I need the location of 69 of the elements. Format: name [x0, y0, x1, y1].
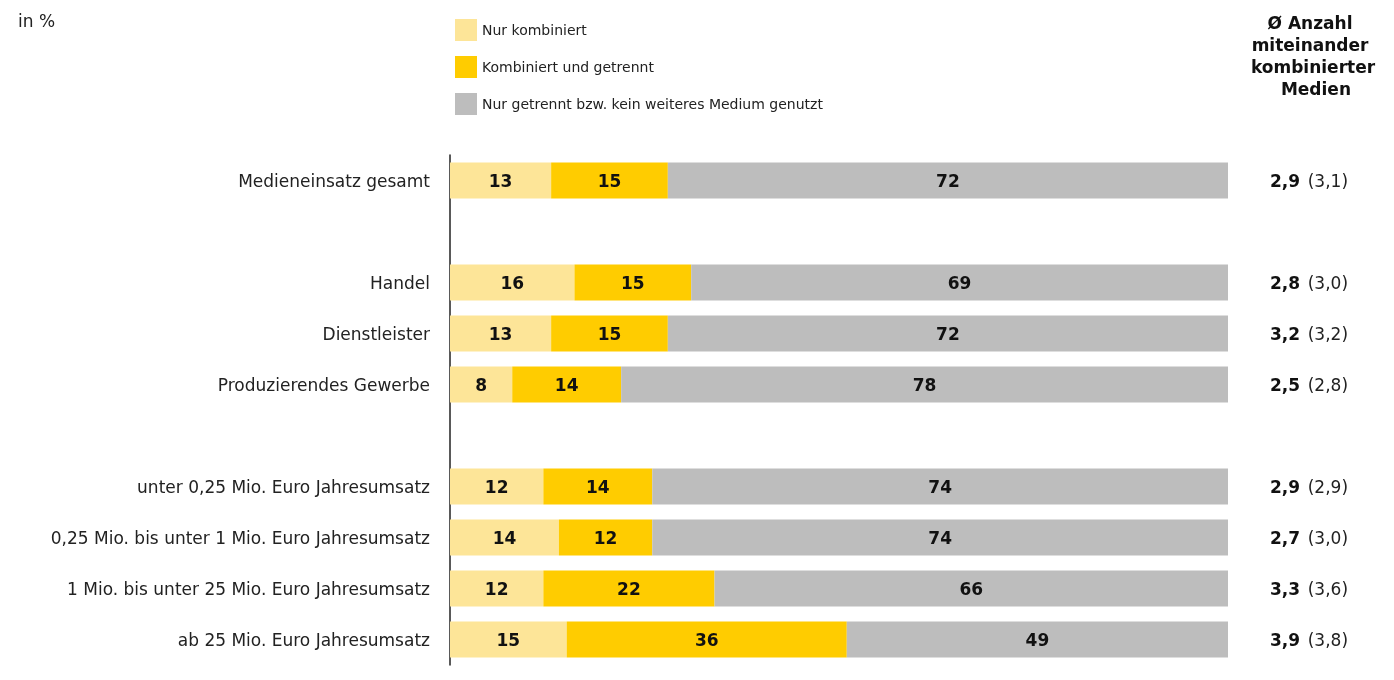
data-label: 15	[496, 629, 521, 650]
bar	[543, 570, 715, 607]
data-label: 69	[947, 272, 972, 293]
bar	[558, 519, 653, 556]
data-label: 15	[620, 272, 645, 293]
bar	[691, 264, 1228, 301]
bar	[846, 621, 1228, 658]
bar	[551, 162, 668, 199]
bar	[450, 264, 575, 301]
y-tick-label: Medieneinsatz gesamt	[238, 170, 431, 191]
bar	[714, 570, 1228, 607]
bar	[652, 519, 1228, 556]
data-label: 14	[554, 374, 579, 395]
bar	[543, 468, 653, 505]
data-label: 15	[597, 170, 622, 191]
text: in %	[18, 10, 56, 31]
text: 3,9 (3,8)	[1270, 629, 1349, 650]
y-tick-label: 0,25 Mio. bis unter 1 Mio. Euro Jahresumsatz	[50, 527, 431, 548]
data-label: 72	[936, 323, 960, 344]
data-label: 22	[617, 578, 641, 599]
legend-label: Nur kombiniert	[482, 22, 588, 38]
data-label: 74	[928, 527, 953, 548]
data-label: 14	[585, 476, 610, 497]
text: 3,3 (3,6)	[1270, 578, 1349, 599]
bar	[566, 621, 847, 658]
data-label: 16	[500, 272, 525, 293]
y-tick-label: ab 25 Mio. Euro Jahresumsatz	[177, 629, 431, 650]
y-tick-label: 1 Mio. bis unter 25 Mio. Euro Jahresumsatz	[67, 578, 431, 599]
text: 2,7 (3,0)	[1270, 527, 1349, 548]
legend-label: Nur getrennt bzw. kein weiteres Medium genutzt	[482, 96, 824, 112]
bar	[450, 621, 567, 658]
data-label: 15	[597, 323, 622, 344]
data-label: 36	[694, 629, 719, 650]
bar	[621, 366, 1228, 403]
text: 3,2 (3,2)	[1270, 323, 1349, 344]
y-tick-label: unter 0,25 Mio. Euro Jahresumsatz	[137, 476, 431, 497]
data-label: 12	[484, 578, 509, 599]
bar	[450, 570, 544, 607]
data-label: 13	[488, 170, 513, 191]
y2-axis-title: Ø Anzahl miteinander kombinierter Medien	[1250, 13, 1376, 99]
data-label: 8	[475, 374, 488, 395]
data-label: 12	[593, 527, 618, 548]
text: 2,9 (3,1)	[1270, 170, 1349, 191]
bar	[450, 519, 559, 556]
data-label: 74	[928, 476, 953, 497]
bar	[450, 315, 552, 352]
data-label: 72	[936, 170, 960, 191]
data-label: 78	[912, 374, 937, 395]
bar	[512, 366, 622, 403]
data-label: 12	[484, 476, 509, 497]
y-tick-label: Handel	[370, 272, 430, 293]
text: 2,8 (3,0)	[1270, 272, 1349, 293]
data-label: 14	[492, 527, 517, 548]
data-label: 49	[1025, 629, 1050, 650]
bar	[574, 264, 692, 301]
bar	[551, 315, 668, 352]
bar	[652, 468, 1228, 505]
bar	[667, 162, 1228, 199]
bar	[450, 162, 552, 199]
text: 2,5 (2,8)	[1270, 374, 1349, 395]
bar	[667, 315, 1228, 352]
data-label: 13	[488, 323, 513, 344]
data-label: 66	[959, 578, 984, 599]
bar	[450, 366, 513, 403]
bar	[450, 468, 544, 505]
legend-label: Kombiniert und getrennt	[482, 59, 655, 75]
text: 2,9 (2,9)	[1270, 476, 1349, 497]
y-tick-label: Dienstleister	[322, 323, 430, 344]
y-tick-label: Produzierendes Gewerbe	[217, 374, 430, 395]
